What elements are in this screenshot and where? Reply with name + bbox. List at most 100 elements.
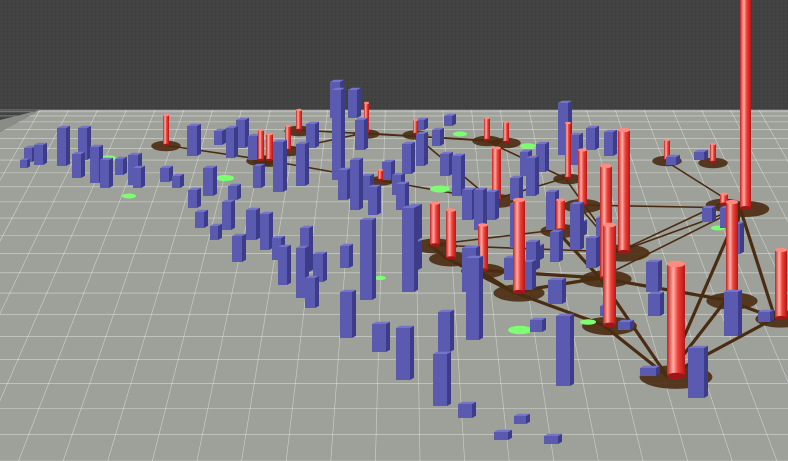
blue-bar [466,255,483,340]
grid-line [241,109,300,461]
red-bar [578,148,587,207]
blue-bar [340,289,356,338]
blue-bar [416,117,428,130]
blue-bar [462,187,476,220]
blue-bar [444,113,456,126]
green-marker [520,143,536,149]
grid-line [0,109,70,242]
blue-bar [526,155,539,196]
blue-bar [226,125,238,158]
blue-bar [210,223,222,240]
blue-bar [433,351,451,406]
blue-bar [20,158,30,168]
green-marker [508,325,532,335]
blue-bar [260,211,273,250]
blue-bar [338,167,351,200]
blue-bar [556,313,574,386]
red-bar [163,113,169,147]
blue-bar [332,87,345,180]
link-line [738,206,777,320]
grid-line [471,109,510,461]
blue-bar [306,121,319,148]
grid-line [672,109,788,383]
blue-bar [350,157,363,210]
link-line [554,228,602,280]
grid-line [730,109,788,223]
red-bar [266,132,273,162]
blue-bar [214,128,226,145]
blue-bar [203,165,217,196]
blue-bar [688,345,708,398]
red-bar [618,127,630,255]
red-bar [556,198,565,232]
blue-bar [372,321,390,352]
blue-bar [416,131,428,166]
blue-bar [133,165,145,188]
blue-bar [438,309,454,352]
grid-line [107,109,213,461]
green-marker [453,131,467,137]
blue-bar [544,433,562,444]
red-bar [710,142,716,164]
blue-bar [514,413,530,424]
blue-bar [313,251,327,282]
blue-bar [355,117,368,150]
blue-bar [340,243,353,268]
blue-bar [570,201,584,250]
blue-bar [305,275,319,308]
blue-bar [486,189,499,220]
blue-bar [724,289,742,336]
red-bar [413,118,418,136]
red-bar [726,199,738,303]
blue-bar [440,151,453,176]
blue-bar [758,309,774,322]
blue-bar [402,141,415,174]
blue-bar [278,244,291,285]
floor-edge [0,110,40,132]
red-bar [430,201,440,247]
blue-bar [474,187,487,230]
blue-bar [618,319,634,330]
blue-bar [187,123,201,156]
blue-bar [396,325,414,380]
red-bar [513,197,525,295]
blue-bar [526,239,540,270]
blue-bar [34,142,47,165]
blue-bar [536,141,549,172]
blue-bar [160,165,173,182]
blue-bar [530,317,546,332]
blue-bar [57,125,70,166]
red-bar [484,116,490,142]
blue-bar [100,157,113,188]
green-marker [430,185,450,193]
blue-bar [548,277,566,304]
blue-bar [666,154,680,165]
blue-bar [648,291,664,316]
blue-bar [188,187,201,208]
blue-bar [402,205,418,292]
red-bar [740,0,751,210]
red-bar [667,260,685,380]
blue-bar [604,129,617,156]
blue-bar [246,207,260,240]
blue-bar [702,205,716,222]
red-bar [446,208,456,260]
blue-bar [452,153,465,196]
blue-bar [360,217,376,300]
red-bar [775,247,787,321]
blue-bar [228,183,241,200]
red-bar [503,120,509,144]
blue-bar [115,156,127,175]
blue-bar [296,141,309,186]
grid-line [0,109,41,181]
link-line [617,207,741,253]
blue-bar [195,209,208,228]
blue-bar [273,139,287,192]
blue-bar [586,125,599,150]
blue-bar [694,149,708,160]
blue-bar [396,181,409,210]
blue-bar [368,184,381,215]
green-marker [374,275,386,281]
blue-bar [550,229,563,262]
